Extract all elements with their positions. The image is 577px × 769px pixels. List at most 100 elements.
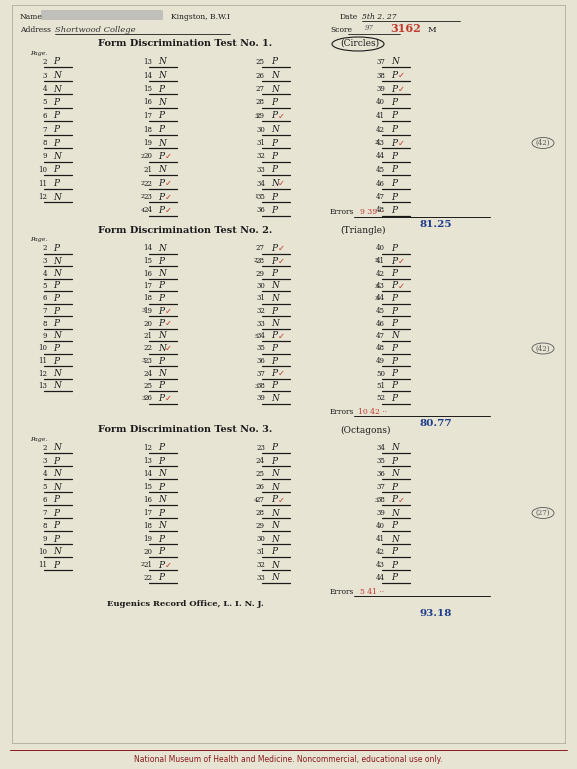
Text: 27: 27 (256, 85, 265, 93)
Text: N: N (53, 85, 61, 94)
Text: 33: 33 (256, 574, 265, 582)
Text: P: P (391, 548, 397, 557)
Text: P: P (53, 357, 59, 365)
Text: Page.: Page. (30, 51, 47, 55)
Text: P: P (158, 394, 164, 403)
Text: 27: 27 (256, 245, 265, 252)
Text: 33: 33 (256, 319, 265, 328)
Text: 9: 9 (43, 535, 47, 543)
Text: N: N (271, 319, 279, 328)
Text: 4: 4 (43, 470, 47, 478)
Text: 41: 41 (376, 535, 385, 543)
Text: 10: 10 (38, 345, 47, 352)
Text: 14: 14 (143, 245, 152, 252)
Text: 33: 33 (256, 166, 265, 174)
Text: P: P (271, 257, 277, 265)
Text: 9: 9 (43, 332, 47, 340)
Text: 18: 18 (143, 295, 152, 302)
Text: P: P (271, 444, 277, 452)
Text: 25: 25 (143, 382, 152, 390)
Text: 3: 3 (43, 457, 47, 465)
Text: Errors: Errors (330, 588, 354, 596)
Text: ✓: ✓ (278, 257, 285, 265)
Text: 26: 26 (143, 394, 152, 402)
Text: P: P (158, 257, 164, 265)
Text: 9 39 ··: 9 39 ·· (360, 208, 384, 217)
Text: P: P (391, 561, 397, 570)
Text: 97: 97 (365, 24, 374, 32)
Text: 26: 26 (256, 72, 265, 79)
Text: P: P (158, 179, 164, 188)
Text: 41: 41 (376, 112, 385, 120)
Text: 3: 3 (254, 384, 258, 388)
Text: 42: 42 (376, 269, 385, 278)
Text: ✓: ✓ (278, 244, 285, 253)
Text: P: P (271, 344, 277, 353)
Text: 17: 17 (143, 282, 152, 290)
Text: N: N (158, 369, 166, 378)
Text: 43: 43 (376, 561, 385, 569)
Text: 24: 24 (256, 457, 265, 465)
Text: P: P (53, 179, 59, 188)
Text: 37: 37 (376, 58, 385, 66)
Text: 3: 3 (43, 257, 47, 265)
Text: P: P (158, 561, 164, 570)
Text: 31: 31 (256, 295, 265, 302)
Text: 38: 38 (376, 496, 385, 504)
Text: 81.25: 81.25 (420, 220, 452, 229)
Text: P: P (158, 319, 164, 328)
Text: 3: 3 (374, 284, 378, 288)
Text: P: P (158, 206, 164, 215)
Text: P: P (391, 269, 397, 278)
Text: 6: 6 (43, 496, 47, 504)
Text: P: P (271, 457, 277, 465)
Text: P: P (53, 112, 59, 121)
Text: 3: 3 (374, 296, 378, 301)
Text: 29: 29 (256, 112, 265, 120)
Text: 12: 12 (38, 369, 47, 378)
Text: P: P (391, 482, 397, 491)
Text: 2: 2 (141, 195, 145, 199)
Text: N: N (53, 71, 61, 80)
Text: P: P (271, 112, 277, 121)
Text: 3: 3 (254, 114, 258, 118)
Text: 23: 23 (143, 357, 152, 365)
Text: N: N (158, 71, 166, 80)
Text: 22: 22 (143, 179, 152, 188)
Text: 21: 21 (143, 166, 152, 174)
Text: 4: 4 (43, 85, 47, 93)
Text: N: N (271, 482, 279, 491)
Text: 5: 5 (254, 334, 258, 338)
Text: P: P (391, 344, 397, 353)
Text: P: P (391, 319, 397, 328)
Text: 16: 16 (143, 496, 152, 504)
Text: P: P (391, 457, 397, 465)
Text: ✓: ✓ (165, 344, 172, 353)
Text: 93.18: 93.18 (420, 610, 452, 618)
Text: 28: 28 (256, 98, 265, 106)
Text: 42: 42 (376, 548, 385, 556)
Text: 3: 3 (141, 308, 145, 314)
Text: 49: 49 (376, 357, 385, 365)
Text: N: N (53, 257, 61, 265)
Text: ✓: ✓ (278, 331, 285, 341)
Text: 29: 29 (256, 522, 265, 530)
Text: P: P (391, 98, 397, 107)
Text: P: P (53, 561, 59, 570)
Text: 28: 28 (256, 257, 265, 265)
Text: N: N (53, 192, 61, 201)
Text: 48: 48 (376, 207, 385, 215)
Text: Address: Address (20, 26, 51, 34)
Text: 13: 13 (38, 382, 47, 390)
Text: 34: 34 (256, 332, 265, 340)
Text: P: P (158, 125, 164, 134)
Text: P: P (158, 357, 164, 365)
Text: P: P (391, 381, 397, 391)
Text: N: N (158, 165, 166, 175)
Text: Form Discrimination Test No. 2.: Form Discrimination Test No. 2. (98, 226, 272, 235)
Text: P: P (271, 331, 277, 341)
Text: (27): (27) (536, 509, 550, 517)
Text: N: N (271, 508, 279, 518)
Text: 15: 15 (143, 483, 152, 491)
Text: 5: 5 (43, 483, 47, 491)
